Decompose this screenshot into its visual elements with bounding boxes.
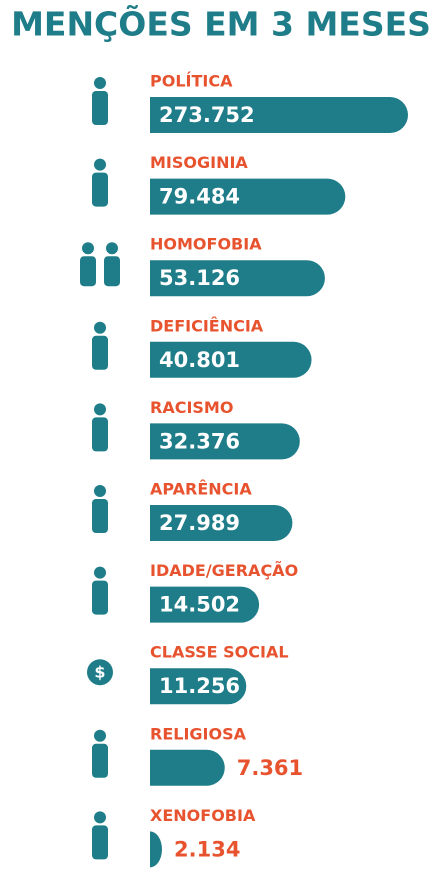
icon xyxy=(94,485,106,497)
chart-title: MENÇÕES EM 3 MESES xyxy=(11,4,431,44)
bar xyxy=(150,668,247,705)
icon xyxy=(87,659,113,686)
value-label: 27.989 xyxy=(159,511,240,535)
bar xyxy=(150,505,293,541)
icon xyxy=(92,580,108,615)
value-label: 7.361 xyxy=(237,756,303,780)
value-label: 273.752 xyxy=(159,103,255,127)
icon xyxy=(94,729,106,742)
icon xyxy=(94,158,106,171)
value-label: 40.801 xyxy=(159,348,240,372)
icon xyxy=(94,811,106,824)
icon xyxy=(94,566,106,579)
category-label: POLÍTICA xyxy=(150,72,233,91)
icon xyxy=(94,77,106,89)
icon xyxy=(94,321,106,334)
bar xyxy=(150,586,260,623)
icon xyxy=(82,242,94,255)
icon xyxy=(92,743,108,778)
icon xyxy=(94,403,106,416)
bar xyxy=(150,749,225,786)
icon xyxy=(92,417,108,452)
category-label: RACISMO xyxy=(150,398,233,417)
bar xyxy=(150,178,346,215)
bar xyxy=(150,423,300,460)
value-label: 53.126 xyxy=(159,266,240,290)
icon xyxy=(104,256,120,287)
category-label: RELIGIOSA xyxy=(150,724,247,743)
value-label: 2.134 xyxy=(174,837,240,861)
icon xyxy=(92,335,108,370)
bar xyxy=(150,831,162,868)
category-label: MISOGINIA xyxy=(150,153,248,172)
icon xyxy=(92,172,108,207)
icon xyxy=(80,256,96,287)
category-label: APARÊNCIA xyxy=(150,480,252,499)
bar xyxy=(150,260,325,297)
bar xyxy=(150,97,408,133)
value-label: 14.502 xyxy=(159,593,240,617)
icon xyxy=(106,242,118,255)
value-label: 79.484 xyxy=(159,185,240,209)
icon: $ xyxy=(94,663,105,682)
category-label: XENOFOBIA xyxy=(150,806,256,825)
category-label: CLASSE SOCIAL xyxy=(150,643,289,662)
bar xyxy=(150,341,312,378)
value-label: 32.376 xyxy=(159,429,240,453)
icon xyxy=(92,499,108,533)
category-label: HOMOFOBIA xyxy=(150,235,262,254)
icon xyxy=(92,91,108,125)
category-label: DEFICIÊNCIA xyxy=(150,316,264,335)
category-label: IDADE/GERAÇÃO xyxy=(150,561,298,580)
value-label: 11.256 xyxy=(159,674,240,698)
icon xyxy=(92,825,108,860)
